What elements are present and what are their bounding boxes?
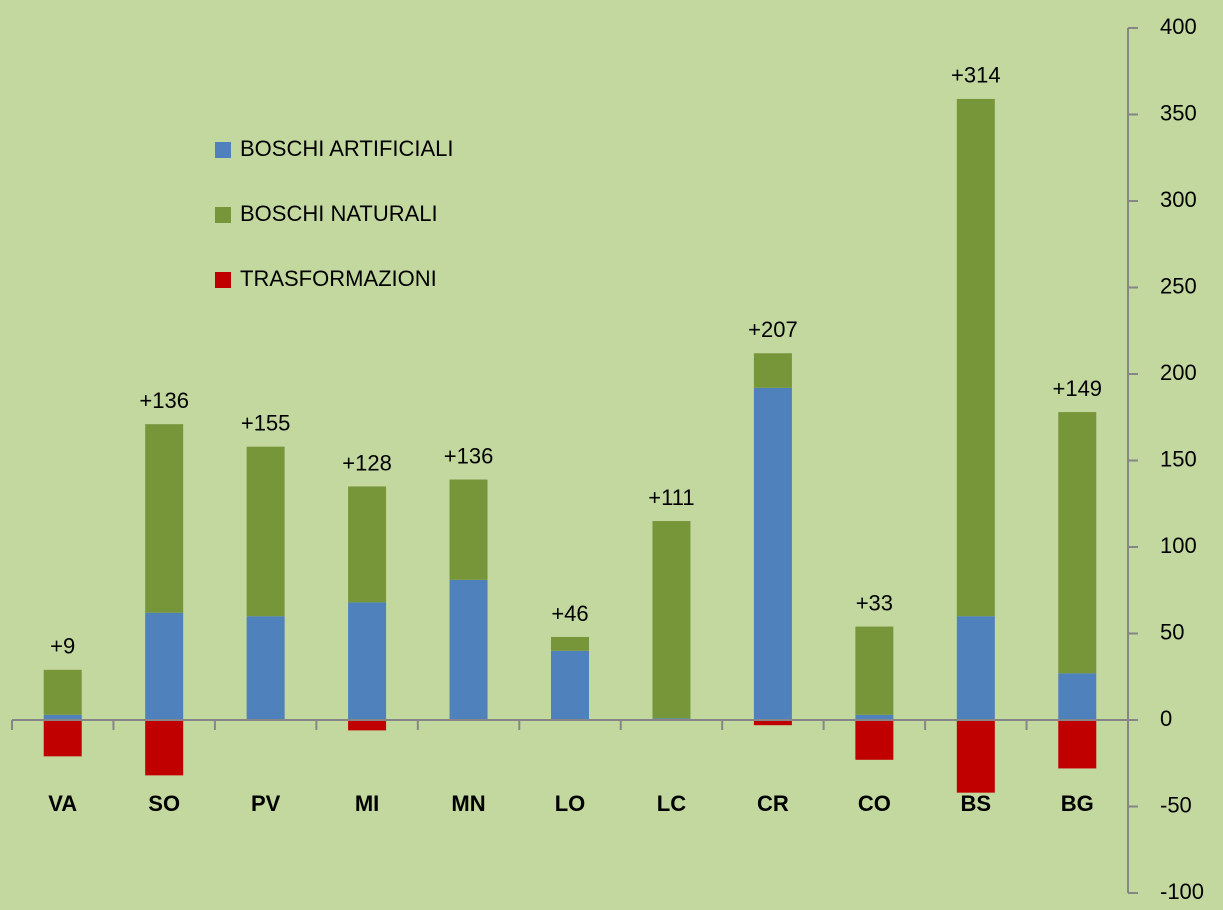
x-tick-label: BG (1061, 791, 1094, 816)
x-tick-label: LO (555, 791, 586, 816)
bar (753, 387, 792, 720)
bar (145, 612, 184, 720)
bar (43, 714, 82, 720)
bar (753, 353, 792, 388)
bar (1058, 673, 1097, 720)
bar (449, 579, 488, 720)
bar (348, 602, 387, 720)
bar (1058, 720, 1097, 769)
bar (246, 446, 285, 617)
legend-swatch (215, 142, 231, 158)
bar-annotation: +9 (50, 634, 75, 659)
y-tick-label: -100 (1160, 879, 1204, 904)
bar-annotation: +155 (241, 410, 291, 435)
x-tick-label: LC (657, 791, 686, 816)
bar (855, 714, 894, 720)
legend-label: BOSCHI ARTIFICIALI (240, 136, 454, 161)
bar (348, 720, 387, 731)
bar-annotation: +149 (1052, 376, 1102, 401)
x-tick-label: BS (961, 791, 992, 816)
bar (1058, 412, 1097, 674)
y-tick-label: 0 (1160, 706, 1172, 731)
y-tick-label: -50 (1160, 792, 1192, 817)
bar (145, 720, 184, 776)
legend-label: BOSCHI NATURALI (240, 201, 438, 226)
bar-annotation: +314 (951, 63, 1001, 88)
bar (551, 636, 589, 651)
x-tick-label: MI (355, 791, 379, 816)
bar-annotation: +128 (342, 450, 392, 475)
x-tick-label: VA (48, 791, 77, 816)
y-tick-label: 250 (1160, 273, 1197, 298)
bar (246, 616, 285, 720)
bar (145, 424, 184, 613)
y-tick-label: 150 (1160, 446, 1197, 471)
y-tick-label: 50 (1160, 619, 1184, 644)
x-tick-label: CO (858, 791, 891, 816)
x-tick-label: SO (148, 791, 180, 816)
bar (855, 720, 894, 760)
x-tick-label: PV (251, 791, 281, 816)
bar (449, 479, 488, 580)
bar-annotation: +33 (856, 590, 893, 615)
bar (652, 521, 691, 719)
y-tick-label: 200 (1160, 360, 1197, 385)
y-tick-label: 100 (1160, 533, 1197, 558)
bar (753, 720, 792, 726)
y-tick-label: 400 (1160, 14, 1197, 39)
bar (855, 626, 894, 715)
bar (43, 720, 82, 757)
legend-label: TRASFORMAZIONI (240, 266, 437, 291)
x-tick-label: CR (757, 791, 789, 816)
bar (348, 486, 387, 603)
bar-annotation: +46 (551, 601, 588, 626)
legend-swatch (215, 272, 231, 288)
bar-annotation: +136 (139, 388, 189, 413)
bar-annotation: +136 (444, 443, 494, 468)
bar-annotation: +111 (648, 485, 694, 510)
y-tick-label: 350 (1160, 100, 1197, 125)
x-tick-label: MN (451, 791, 485, 816)
bar (956, 720, 995, 793)
bar (956, 616, 995, 720)
bar (43, 669, 82, 715)
bar (551, 650, 589, 720)
bar-annotation: +207 (748, 317, 798, 342)
legend-swatch (215, 207, 231, 223)
bar (956, 98, 995, 617)
y-tick-label: 300 (1160, 187, 1197, 212)
